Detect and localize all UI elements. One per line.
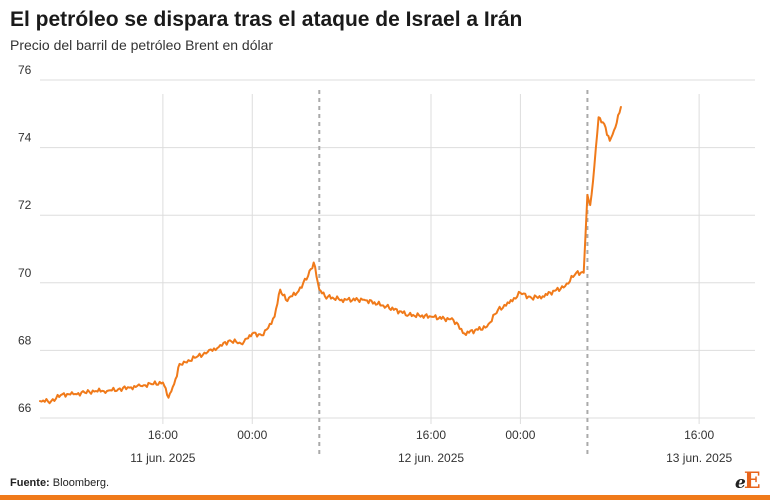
source-label: Fuente: <box>10 477 50 489</box>
y-tick-label: 68 <box>18 333 32 347</box>
logo-e: e <box>735 473 746 493</box>
y-tick-label: 66 <box>18 401 32 415</box>
x-tick-label: 16:00 <box>416 428 446 442</box>
x-tick-label: 16:00 <box>148 428 178 442</box>
x-tick-label: 00:00 <box>505 428 535 442</box>
x-tick-label: 00:00 <box>237 428 267 442</box>
y-tick-label: 70 <box>18 266 32 280</box>
x-tick-label: 16:00 <box>684 428 714 442</box>
brand-bottom-bar <box>0 495 770 500</box>
series-line-brent <box>39 106 622 405</box>
y-tick-label: 72 <box>18 198 32 212</box>
day-label: 12 jun. 2025 <box>398 451 464 465</box>
day-label: 11 jun. 2025 <box>130 451 195 465</box>
chart-subtitle: Precio del barril de petróleo Brent en d… <box>10 37 274 53</box>
chart-title: El petróleo se dispara tras el ataque de… <box>10 8 523 31</box>
day-label: 13 jun. 2025 <box>666 451 732 465</box>
brand-logo: eE <box>735 468 761 494</box>
logo-E: E <box>743 468 761 494</box>
source-note: Fuente: Bloomberg. <box>10 477 109 489</box>
y-tick-label: 74 <box>18 131 32 145</box>
source-text: Bloomberg. <box>52 477 110 489</box>
y-tick-label: 76 <box>18 63 32 77</box>
